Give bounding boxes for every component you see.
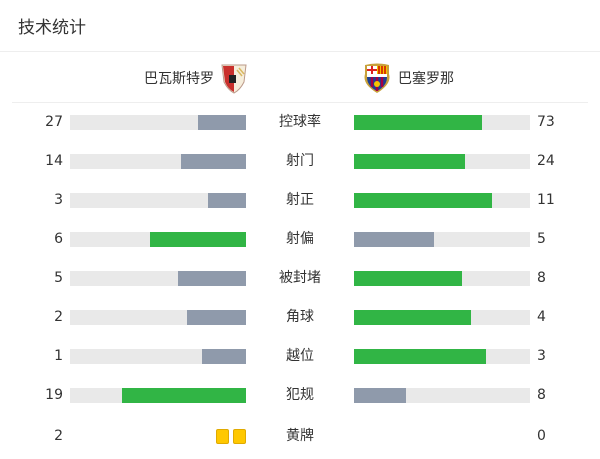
divider bbox=[12, 102, 588, 103]
yellow-card-icon bbox=[216, 429, 229, 444]
stat-row: 27 控球率 73 bbox=[0, 112, 600, 132]
home-value: 3 bbox=[54, 192, 63, 208]
barcelona-crest-icon bbox=[364, 63, 390, 93]
stat-row: 14 射门 24 bbox=[0, 151, 600, 171]
stat-row: 5 被封堵 8 bbox=[0, 268, 600, 288]
home-bar bbox=[70, 310, 246, 325]
stat-label: 角球 bbox=[286, 309, 314, 325]
away-value: 3 bbox=[537, 348, 546, 364]
home-bar bbox=[70, 232, 246, 247]
home-bar-fill bbox=[198, 115, 246, 130]
away-value: 4 bbox=[537, 309, 546, 325]
away-bar-fill bbox=[354, 193, 493, 208]
away-bar-fill bbox=[354, 349, 486, 364]
home-value: 6 bbox=[54, 231, 63, 247]
away-value: 0 bbox=[537, 428, 546, 444]
home-bar bbox=[70, 349, 246, 364]
away-bar-fill bbox=[354, 115, 483, 130]
away-team-name: 巴塞罗那 bbox=[398, 71, 454, 87]
yellow-card-icon bbox=[233, 429, 246, 444]
stat-row: 3 射正 11 bbox=[0, 190, 600, 210]
home-bar-fill bbox=[181, 154, 246, 169]
home-value: 14 bbox=[45, 153, 63, 169]
home-value: 19 bbox=[45, 387, 63, 403]
away-value: 11 bbox=[537, 192, 555, 208]
stat-row: 2 角球 4 bbox=[0, 307, 600, 327]
away-bar bbox=[354, 349, 530, 364]
home-yellow-cards bbox=[216, 429, 246, 444]
away-bar bbox=[354, 271, 530, 286]
away-bar-fill bbox=[354, 232, 434, 247]
section-title: 技术统计 bbox=[18, 18, 86, 38]
away-value: 24 bbox=[537, 153, 555, 169]
away-value: 8 bbox=[537, 270, 546, 286]
away-bar bbox=[354, 310, 530, 325]
home-value: 5 bbox=[54, 270, 63, 286]
away-team[interactable]: 巴塞罗那 bbox=[362, 62, 454, 94]
away-bar-fill bbox=[354, 310, 472, 325]
home-bar bbox=[70, 115, 246, 130]
stat-label: 被封堵 bbox=[279, 270, 321, 286]
stat-row-yellow-cards: 2 黄牌 0 bbox=[0, 426, 600, 446]
home-bar bbox=[70, 388, 246, 403]
stat-label: 控球率 bbox=[279, 114, 321, 130]
stat-row: 19 犯规 8 bbox=[0, 385, 600, 405]
away-value: 8 bbox=[537, 387, 546, 403]
stat-row: 1 越位 3 bbox=[0, 346, 600, 366]
huesca-crest-icon bbox=[221, 64, 247, 94]
home-value: 2 bbox=[54, 428, 63, 444]
away-bar bbox=[354, 115, 530, 130]
home-value: 27 bbox=[45, 114, 63, 130]
divider bbox=[0, 51, 600, 52]
stat-label: 射门 bbox=[286, 153, 314, 169]
away-value: 5 bbox=[537, 231, 546, 247]
stat-label: 黄牌 bbox=[286, 428, 314, 444]
home-value: 1 bbox=[54, 348, 63, 364]
away-value: 73 bbox=[537, 114, 555, 130]
home-bar-fill bbox=[202, 349, 246, 364]
home-bar-fill bbox=[187, 310, 246, 325]
home-team-name: 巴瓦斯特罗 bbox=[144, 71, 214, 87]
stat-label: 犯规 bbox=[286, 387, 314, 403]
away-bar-fill bbox=[354, 154, 466, 169]
home-bar-fill bbox=[208, 193, 246, 208]
home-bar-fill bbox=[178, 271, 246, 286]
home-bar-fill bbox=[122, 388, 246, 403]
stat-label: 射偏 bbox=[286, 231, 314, 247]
home-bar bbox=[70, 154, 246, 169]
away-bar bbox=[354, 154, 530, 169]
stat-label: 射正 bbox=[286, 192, 314, 208]
away-bar bbox=[354, 193, 530, 208]
home-bar bbox=[70, 271, 246, 286]
home-bar bbox=[70, 193, 246, 208]
away-bar bbox=[354, 232, 530, 247]
away-bar bbox=[354, 388, 530, 403]
home-value: 2 bbox=[54, 309, 63, 325]
stat-row: 6 射偏 5 bbox=[0, 229, 600, 249]
home-team[interactable]: 巴瓦斯特罗 bbox=[144, 62, 248, 94]
stat-label: 越位 bbox=[286, 348, 314, 364]
home-bar-fill bbox=[150, 232, 246, 247]
away-bar-fill bbox=[354, 271, 463, 286]
away-bar-fill bbox=[354, 388, 407, 403]
